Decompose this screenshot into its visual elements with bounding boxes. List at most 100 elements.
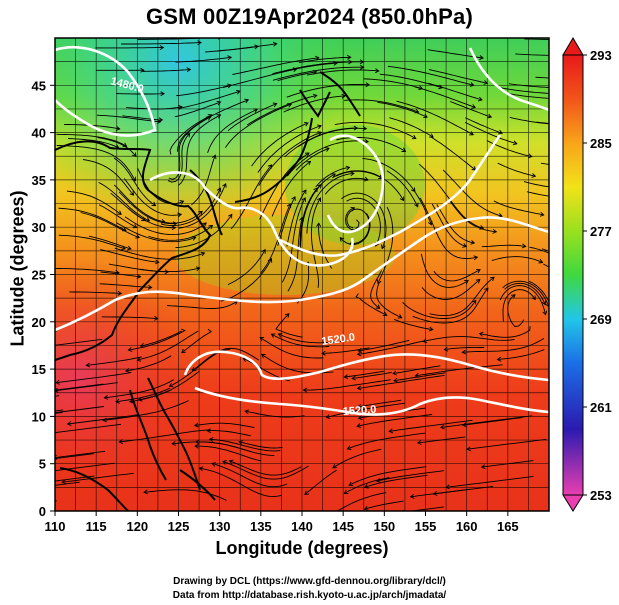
streamline	[271, 333, 330, 348]
streamline-arrow	[17, 415, 21, 419]
streamline	[175, 56, 232, 63]
x-tick-label: 115	[86, 519, 107, 534]
streamline-arrow	[195, 266, 201, 272]
x-axis-label: Longitude (degrees)	[215, 538, 389, 558]
streamline-arrow	[222, 182, 227, 188]
streamline	[178, 183, 227, 229]
streamline	[137, 38, 213, 40]
streamline-arrow	[0, 415, 3, 419]
streamline	[307, 69, 379, 76]
streamline-arrow	[306, 160, 312, 166]
streamline	[98, 204, 137, 228]
streamline	[428, 82, 483, 101]
streamline	[69, 291, 122, 294]
streamline	[379, 73, 443, 89]
streamline-arrow	[171, 441, 176, 446]
streamline	[410, 488, 471, 498]
streamline	[348, 466, 427, 486]
y-axis: 0 5 10 15 20 25 30 35 40 45	[32, 78, 55, 519]
streamline-arrow	[228, 459, 234, 465]
streamline	[55, 267, 119, 274]
lat-lon-grid	[55, 38, 549, 511]
streamline	[166, 300, 238, 309]
streamline-arrow	[127, 347, 133, 352]
streamline-arrow	[317, 124, 322, 130]
streamline	[430, 136, 476, 171]
streamline-arrow	[313, 187, 318, 193]
streamline	[227, 249, 266, 286]
contour-label: 1520.0	[342, 404, 376, 418]
streamline	[119, 429, 211, 443]
streamline	[440, 415, 533, 428]
streamline	[98, 182, 150, 222]
streamline	[393, 372, 446, 382]
streamline-arrow	[521, 243, 527, 249]
streamline-arrow	[200, 251, 206, 257]
streamline-arrow	[35, 391, 39, 395]
colorbar-label: 261	[590, 400, 612, 415]
streamline-arrow	[198, 466, 204, 472]
streamline	[402, 300, 477, 319]
streamline	[148, 225, 213, 241]
streamline-arrow	[356, 423, 362, 428]
streamline	[115, 387, 171, 403]
streamline	[481, 460, 534, 468]
streamline-arrow	[492, 228, 498, 234]
streamline	[101, 316, 158, 320]
streamline	[465, 117, 503, 134]
streamline	[504, 282, 546, 305]
streamline-arrow	[473, 255, 479, 261]
streamline-arrow	[397, 314, 403, 319]
streamline	[336, 492, 387, 511]
streamline	[55, 406, 104, 414]
y-tick-label: 20	[32, 315, 46, 330]
streamline	[138, 370, 200, 401]
y-tick-label: 5	[39, 457, 46, 472]
streamline-arrow	[479, 225, 485, 230]
streamline-arrow	[343, 489, 349, 495]
streamline	[303, 379, 391, 391]
streamline-arrow	[392, 370, 397, 376]
streamline-arrow	[267, 258, 273, 263]
streamline-arrow	[427, 220, 433, 226]
streamline	[387, 65, 474, 86]
streamline-arrow	[550, 308, 554, 312]
streamline-arrow	[131, 176, 136, 182]
streamline	[218, 45, 259, 52]
streamline-arrow	[151, 201, 157, 207]
streamline-arrow	[411, 187, 416, 193]
streamline	[481, 244, 526, 248]
streamline	[88, 235, 132, 250]
streamline	[272, 66, 364, 81]
streamline-arrow	[126, 245, 132, 251]
streamline	[464, 121, 517, 145]
streamline-arrow	[348, 481, 354, 487]
streamline-arrow	[291, 196, 296, 201]
streamline-arrow	[191, 236, 197, 241]
streamline	[245, 410, 305, 418]
streamline-arrow	[304, 490, 309, 496]
streamline-arrow	[85, 362, 91, 368]
streamline-arrow	[270, 333, 276, 338]
streamline-arrow	[244, 409, 249, 415]
x-tick-label: 165	[497, 519, 519, 534]
streamline-arrow	[475, 278, 481, 284]
streamline-arrow	[118, 439, 124, 445]
streamline-arrow	[479, 55, 484, 61]
streamline	[128, 208, 176, 229]
streamline	[321, 347, 370, 354]
streamline	[418, 163, 484, 229]
streamline-arrow	[193, 422, 199, 428]
streamline	[181, 328, 212, 353]
streamline	[100, 249, 159, 263]
streamline	[287, 217, 303, 292]
streamline-arrow	[531, 295, 536, 301]
streamline-arrow	[312, 93, 318, 99]
streamline	[304, 469, 337, 495]
y-tick-label: 35	[32, 173, 46, 188]
streamline-arrow	[339, 237, 345, 242]
streamline-arrow	[375, 304, 381, 309]
streamline	[123, 178, 182, 216]
streamline	[444, 346, 485, 351]
streamline	[58, 234, 126, 250]
